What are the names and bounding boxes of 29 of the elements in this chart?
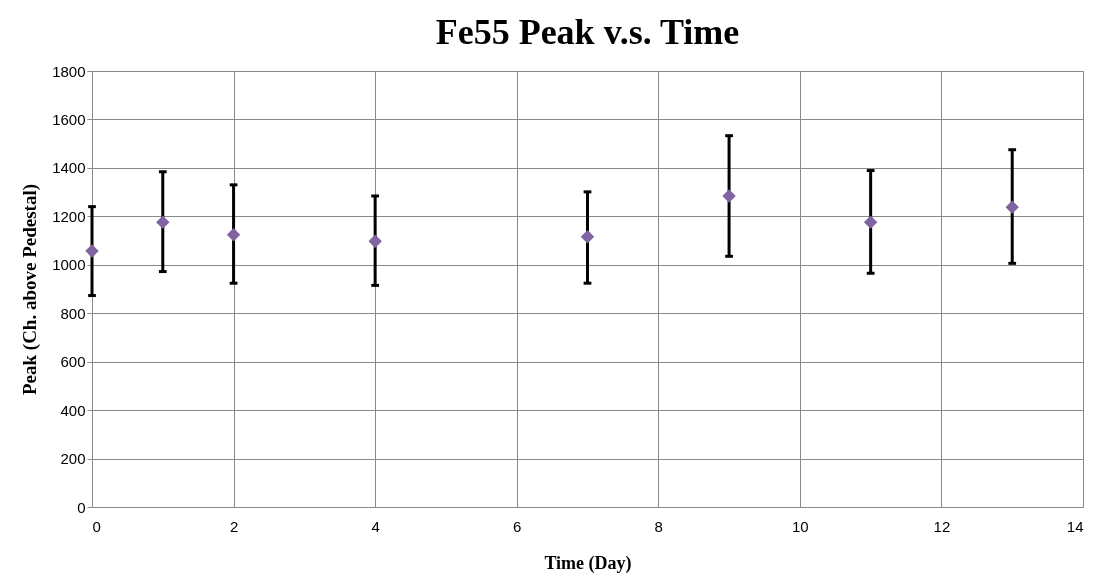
y-tick-label: 1200 <box>52 207 86 225</box>
point <box>156 215 170 229</box>
y-tick-label: 1800 <box>52 62 86 80</box>
point <box>863 215 878 229</box>
point <box>580 229 595 244</box>
x-tick-label: 0 <box>92 517 101 535</box>
x-tick-label: 4 <box>371 517 380 535</box>
y-tick-label: 600 <box>60 353 86 371</box>
x-tick-label: 6 <box>513 517 522 535</box>
x-tick-label: 2 <box>229 517 239 535</box>
y-tick-label: 400 <box>60 401 86 419</box>
x-axis-title: Time (Day) <box>544 552 632 574</box>
x-tick-label: 12 <box>933 517 951 535</box>
point <box>85 244 99 258</box>
y-tick-label: 200 <box>60 450 86 468</box>
y-tick-label: 1600 <box>52 110 86 128</box>
x-tick-label: 10 <box>792 517 809 535</box>
x-tick-label: 14 <box>1066 517 1084 535</box>
point <box>1005 200 1019 214</box>
y-tick-label: 0 <box>77 498 86 516</box>
y-tick-label: 1400 <box>52 159 86 177</box>
point <box>722 189 736 203</box>
point <box>226 228 241 242</box>
y-axis-title: Peak (Ch. above Pedestal) <box>19 183 42 396</box>
point <box>368 234 382 248</box>
x-tick-label: 8 <box>654 517 663 535</box>
y-tick-label: 1000 <box>52 256 86 274</box>
y-tick-label: 800 <box>60 304 86 322</box>
chart-title: Fe55 Peak v.s. Time <box>435 12 740 52</box>
